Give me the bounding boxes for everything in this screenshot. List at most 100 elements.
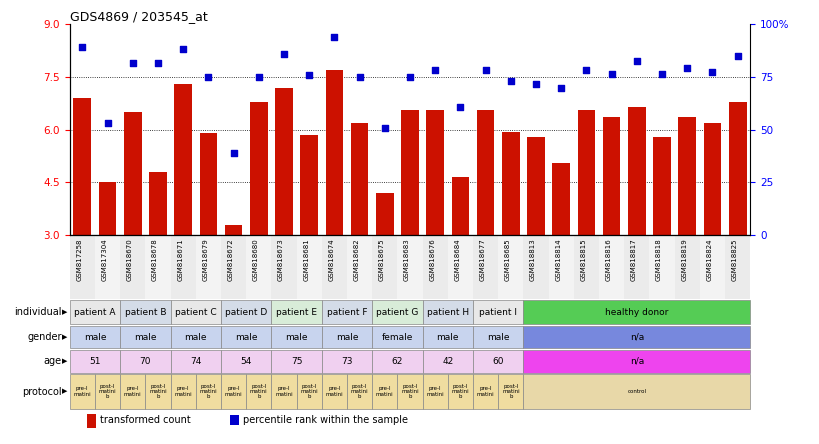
Bar <box>120 235 145 299</box>
Point <box>654 70 667 77</box>
Bar <box>422 350 473 373</box>
Text: pre-I
matini: pre-I matini <box>174 386 192 397</box>
Bar <box>296 374 321 409</box>
Bar <box>523 326 749 349</box>
Text: control: control <box>627 389 645 394</box>
Bar <box>220 350 271 373</box>
Text: GDS4869 / 203545_at: GDS4869 / 203545_at <box>70 10 207 23</box>
Bar <box>120 374 145 409</box>
Bar <box>372 326 422 349</box>
Bar <box>271 374 296 409</box>
Text: female: female <box>381 333 413 342</box>
Bar <box>196 235 220 299</box>
Text: post-I
matini
b: post-I matini b <box>300 384 318 400</box>
Bar <box>321 374 346 409</box>
Text: pre-I
matini: pre-I matini <box>476 386 494 397</box>
Bar <box>346 374 372 409</box>
Bar <box>577 111 595 235</box>
Bar <box>422 326 473 349</box>
Text: GSM818674: GSM818674 <box>328 238 334 281</box>
Bar <box>724 235 749 299</box>
Text: male: male <box>285 333 307 342</box>
Bar <box>372 374 397 409</box>
Text: GSM818819: GSM818819 <box>681 238 686 281</box>
Bar <box>170 326 220 349</box>
Point <box>328 33 341 40</box>
Text: male: male <box>184 333 206 342</box>
Text: post-I
matini
b: post-I matini b <box>400 384 419 400</box>
Text: GSM818684: GSM818684 <box>454 238 459 281</box>
Text: 73: 73 <box>341 357 352 366</box>
Bar <box>95 235 120 299</box>
Bar <box>476 111 494 235</box>
Text: post-I
matini
b: post-I matini b <box>451 384 468 400</box>
Bar <box>174 84 192 235</box>
Bar <box>120 350 170 373</box>
Text: GSM818675: GSM818675 <box>378 238 384 281</box>
Bar <box>677 118 695 235</box>
Bar <box>229 415 239 425</box>
Text: pre-I
matini: pre-I matini <box>124 386 142 397</box>
Bar <box>70 326 120 349</box>
Bar <box>447 374 473 409</box>
Bar <box>473 235 498 299</box>
Text: GSM818682: GSM818682 <box>353 238 360 281</box>
Bar <box>599 235 623 299</box>
Text: 54: 54 <box>240 357 251 366</box>
Text: GSM818677: GSM818677 <box>479 238 485 281</box>
Bar <box>573 235 599 299</box>
Text: 74: 74 <box>190 357 201 366</box>
Bar <box>220 326 271 349</box>
Bar <box>473 350 523 373</box>
Point <box>680 65 693 72</box>
Bar <box>649 235 674 299</box>
Bar <box>149 172 166 235</box>
Bar <box>623 235 649 299</box>
Text: GSM817304: GSM817304 <box>102 238 107 281</box>
Text: patient D: patient D <box>224 308 267 317</box>
Text: male: male <box>335 333 358 342</box>
Text: GSM817258: GSM817258 <box>76 238 82 281</box>
Bar <box>397 235 422 299</box>
Point <box>152 59 165 67</box>
Bar <box>422 235 447 299</box>
Point <box>75 44 88 51</box>
Text: 75: 75 <box>291 357 302 366</box>
Text: GSM818676: GSM818676 <box>428 238 435 281</box>
Text: pre-I
matini: pre-I matini <box>74 386 91 397</box>
Bar <box>501 131 519 235</box>
Text: n/a: n/a <box>629 333 643 342</box>
Bar <box>627 107 645 235</box>
Bar <box>397 374 422 409</box>
Text: patient B: patient B <box>124 308 166 317</box>
Bar <box>523 374 749 409</box>
Bar <box>552 163 569 235</box>
Bar <box>728 102 745 235</box>
Point <box>227 149 240 156</box>
Bar <box>275 87 292 235</box>
Bar <box>321 326 372 349</box>
Bar <box>523 350 749 373</box>
Text: transformed count: transformed count <box>100 415 190 425</box>
Bar <box>220 235 246 299</box>
Bar <box>170 374 196 409</box>
Bar <box>372 235 397 299</box>
Text: pre-I
matini: pre-I matini <box>426 386 443 397</box>
Point <box>630 58 643 65</box>
Bar <box>372 300 422 324</box>
Text: GSM818825: GSM818825 <box>731 238 737 281</box>
Bar <box>602 118 620 235</box>
Text: GSM818824: GSM818824 <box>706 238 712 281</box>
Text: male: male <box>84 333 106 342</box>
Bar <box>271 300 321 324</box>
Text: GSM818670: GSM818670 <box>127 238 133 281</box>
Point <box>126 59 139 67</box>
Text: GSM818818: GSM818818 <box>655 238 661 281</box>
Point <box>453 103 466 111</box>
Bar <box>296 235 321 299</box>
Point <box>529 80 542 87</box>
Point <box>252 74 265 81</box>
Text: 60: 60 <box>492 357 504 366</box>
Bar <box>145 235 170 299</box>
Bar <box>170 235 196 299</box>
